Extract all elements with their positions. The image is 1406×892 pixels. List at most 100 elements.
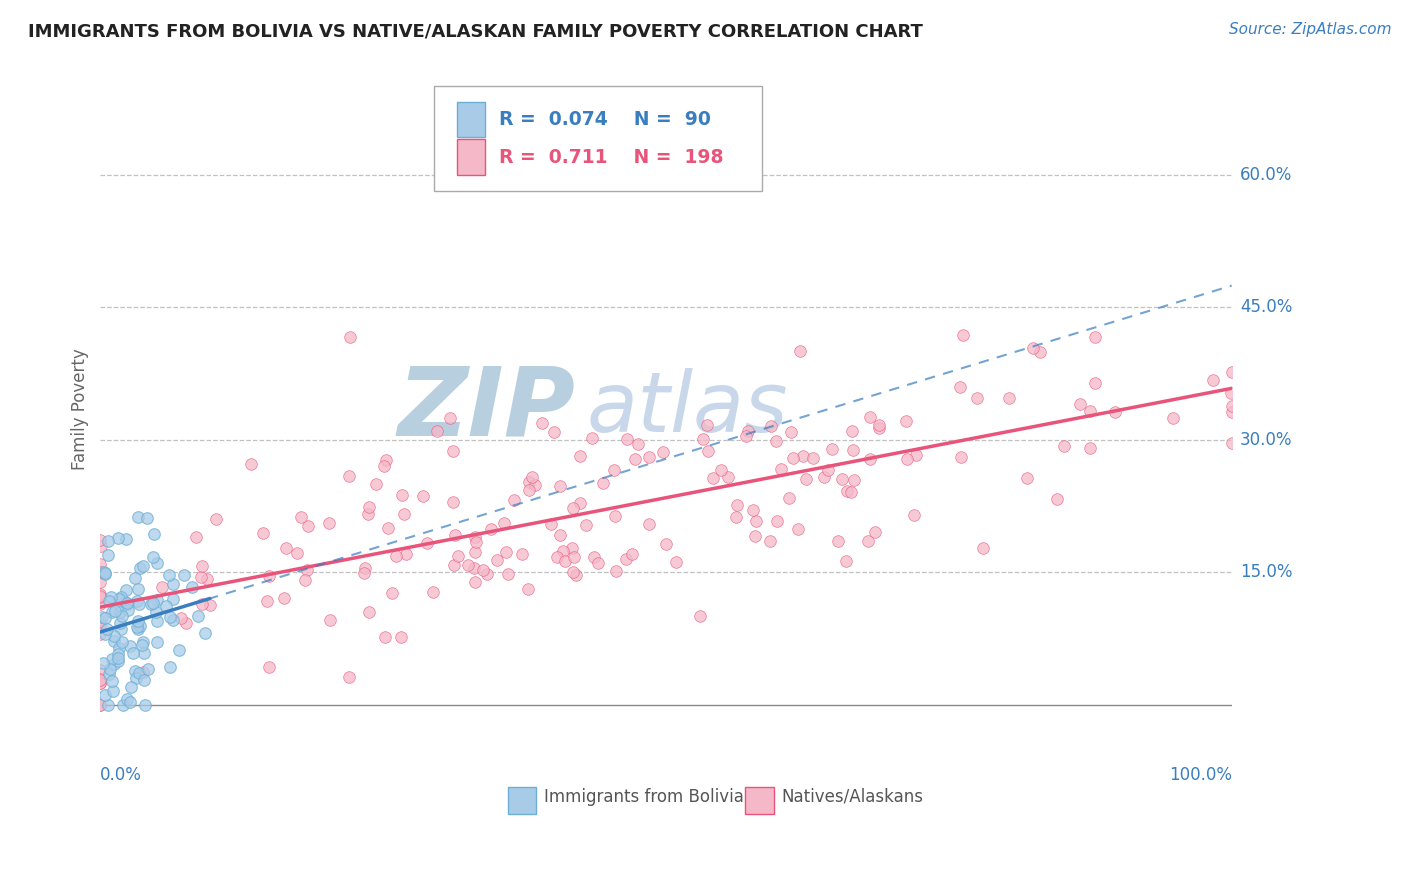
Point [127,622,149,636]
Text: Natives/Alaskans: Natives/Alaskans [782,788,924,806]
Point [120,639,142,653]
FancyBboxPatch shape [745,787,773,814]
Point [115,583,138,598]
Point [252,525,274,540]
Point [145,605,167,619]
Point [801,450,824,465]
Point [813,470,835,484]
Point [89,615,111,629]
Point [546,550,568,565]
Point [868,421,890,435]
Point [564,567,586,582]
Point [765,434,787,448]
Point [374,630,396,644]
Point [741,502,763,516]
Point [98,662,121,676]
Point [548,528,571,542]
Point [142,549,165,564]
Point [108,641,131,656]
Point [568,450,591,464]
Point [169,643,191,657]
Point [665,555,688,569]
Point [274,541,297,555]
Point [562,550,585,565]
Point [841,442,863,457]
Point [134,698,156,712]
Point [357,508,380,522]
Point [464,534,486,549]
Point [318,516,340,530]
Point [89,590,111,604]
Point [146,556,169,570]
Point [949,450,972,464]
Text: ZIP: ZIP [398,362,575,456]
Point [766,514,789,528]
Point [256,594,278,608]
Point [93,688,115,702]
FancyBboxPatch shape [457,102,485,137]
Point [120,681,142,695]
Point [97,534,120,549]
Point [290,509,312,524]
Point [115,692,138,706]
Point [89,589,111,603]
Point [868,418,890,433]
Point [734,429,756,443]
Point [145,615,167,629]
Point [1220,405,1243,419]
Point [561,565,583,579]
Point [863,524,886,539]
Point [198,599,221,613]
Point [107,647,129,661]
Point [835,483,858,498]
Point [623,452,645,467]
Point [100,590,122,604]
Text: 30.0%: 30.0% [1240,431,1292,449]
Point [110,622,132,636]
Point [998,391,1021,405]
Point [605,564,627,578]
Point [616,433,638,447]
Point [638,450,661,464]
Point [835,554,858,568]
Point [174,616,197,631]
Point [89,566,111,580]
Point [689,609,711,624]
Point [127,582,149,597]
Point [1053,439,1076,453]
Point [1029,344,1052,359]
Point [562,501,585,516]
Point [737,424,759,438]
Point [569,496,592,510]
Point [337,670,360,684]
Point [582,550,605,565]
Text: Source: ZipAtlas.com: Source: ZipAtlas.com [1229,22,1392,37]
Point [125,671,148,685]
Point [103,629,125,643]
Text: R =  0.711    N =  198: R = 0.711 N = 198 [499,147,723,167]
Point [366,477,388,491]
Point [479,522,502,536]
Point [89,587,111,601]
Point [318,613,340,627]
Text: IMMIGRANTS FROM BOLIVIA VS NATIVE/ALASKAN FAMILY POVERTY CORRELATION CHART: IMMIGRANTS FROM BOLIVIA VS NATIVE/ALASKA… [28,22,922,40]
Text: 45.0%: 45.0% [1240,298,1292,317]
Point [195,572,218,586]
Point [394,507,416,521]
Point [89,618,111,632]
Point [141,597,163,611]
Point [112,698,135,712]
Point [475,566,498,581]
Point [439,410,461,425]
Point [93,566,115,580]
Point [294,573,316,587]
Point [592,475,614,490]
Point [146,635,169,649]
Point [273,591,295,605]
Point [103,684,125,698]
Point [531,416,554,430]
Point [89,673,111,688]
Point [373,458,395,473]
Point [494,516,516,531]
Point [89,597,111,611]
